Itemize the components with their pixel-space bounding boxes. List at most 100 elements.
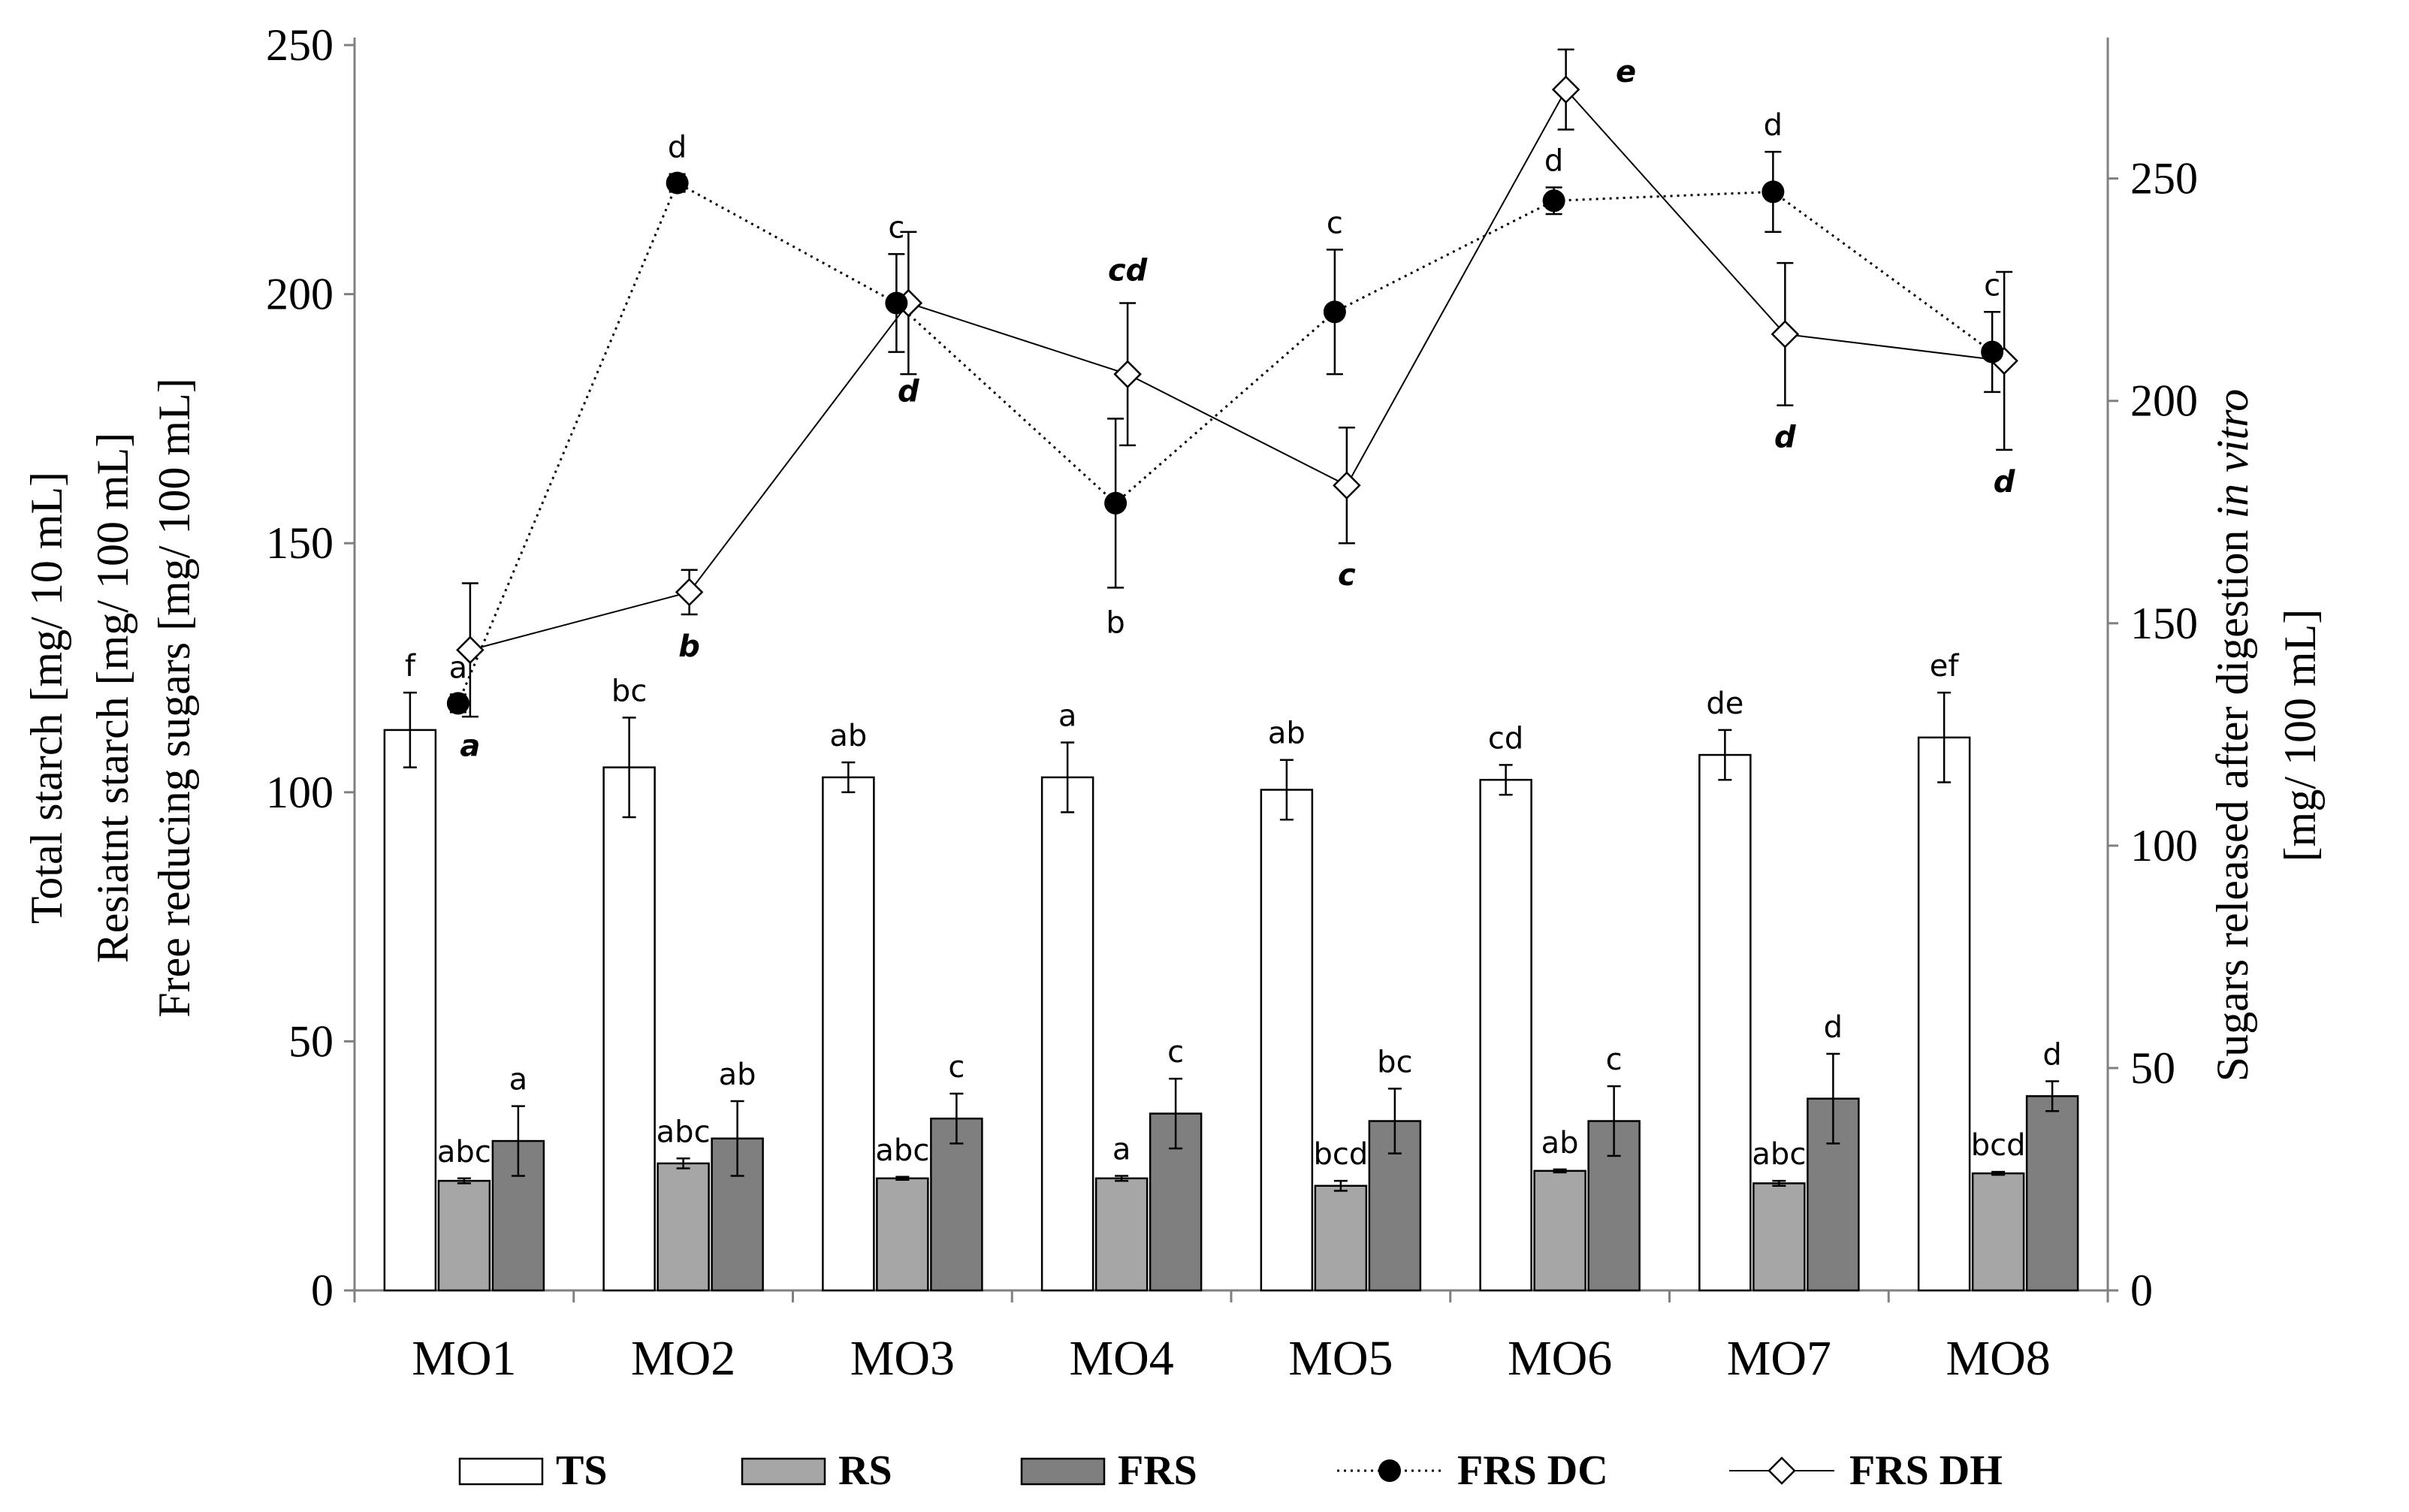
x-tick-label: MO4 bbox=[1069, 1331, 1173, 1386]
dc-sig-label: d bbox=[1764, 108, 1783, 143]
x-tick-label: MO5 bbox=[1288, 1331, 1393, 1386]
legend-marker bbox=[1378, 1459, 1401, 1482]
dc-sig-label: b bbox=[1106, 605, 1125, 640]
bar-sig-label: c bbox=[1606, 1043, 1623, 1077]
dh-point bbox=[1771, 320, 1800, 349]
x-tick-label: MO8 bbox=[1946, 1331, 2050, 1386]
axis-labels: Total starch [mg/ 10 mL] Resiatnt starch … bbox=[22, 378, 2325, 1082]
x-tick-label: MO6 bbox=[1508, 1331, 1612, 1386]
right-tick-label: 100 bbox=[2130, 821, 2198, 871]
right-tick-label: 150 bbox=[2130, 599, 2198, 648]
bar-ts bbox=[822, 776, 875, 1292]
right-tick-label: 0 bbox=[2130, 1266, 2153, 1315]
legend-marker bbox=[1768, 1456, 1796, 1485]
legend-swatch bbox=[1020, 1457, 1106, 1486]
legend-label: TS bbox=[556, 1447, 608, 1494]
bar-rs bbox=[657, 1162, 710, 1292]
dc-point bbox=[1981, 340, 2004, 364]
dh-point bbox=[456, 635, 485, 665]
left-tick-label: 150 bbox=[266, 518, 334, 568]
x-tick-label: MO1 bbox=[412, 1331, 516, 1386]
left-tick-label: 200 bbox=[266, 270, 334, 319]
bar-sig-label: abc bbox=[875, 1133, 929, 1168]
dh-sig-label: a bbox=[460, 729, 480, 763]
dc-point bbox=[666, 171, 689, 195]
legend-swatch bbox=[741, 1457, 826, 1486]
bar-sig-label: a bbox=[509, 1063, 528, 1097]
bar-rs bbox=[1094, 1177, 1149, 1292]
dc-point bbox=[1761, 180, 1785, 204]
dh-sig-label: d bbox=[898, 375, 919, 409]
bar-sig-label: de bbox=[1706, 687, 1743, 721]
bar-ts bbox=[1260, 789, 1314, 1292]
dh-sig-label: b bbox=[678, 629, 700, 664]
dh-point bbox=[1551, 75, 1580, 104]
dh-sig-label: e bbox=[1616, 55, 1636, 89]
dh-sig-label: d bbox=[1774, 421, 1796, 455]
right-axis-title-line: Sugars released after digestion in vitro bbox=[2208, 389, 2257, 1082]
x-tick-label: MO3 bbox=[850, 1331, 955, 1386]
dh-sig-label: cd bbox=[1108, 253, 1148, 288]
dc-sig-label: d bbox=[1544, 143, 1563, 178]
legend: TS RS FRS FRS DC FRS DH bbox=[458, 1447, 2003, 1494]
bar-ts bbox=[1917, 736, 1971, 1292]
dc-sig-label: c bbox=[1327, 206, 1343, 240]
line-frs-dh bbox=[469, 88, 2005, 651]
left-tick-label: 50 bbox=[288, 1016, 334, 1066]
bar-ts bbox=[1040, 776, 1094, 1292]
bar-sig-label: ab bbox=[1268, 717, 1306, 751]
bar-sig-label: bcd bbox=[1313, 1137, 1368, 1172]
dc-sig-label: d bbox=[668, 131, 687, 165]
bar-sig-label: bcd bbox=[1971, 1128, 2026, 1163]
right-tick-label: 50 bbox=[2130, 1043, 2175, 1093]
bar-rs bbox=[1971, 1172, 2025, 1292]
bar-sig-label: bc bbox=[1377, 1045, 1412, 1079]
bar-rs bbox=[1752, 1182, 1806, 1292]
bar-ts bbox=[1698, 753, 1752, 1292]
bar-sig-label: abc bbox=[657, 1115, 711, 1149]
dc-sig-label: c bbox=[888, 210, 904, 245]
dc-sig-label: c bbox=[1984, 268, 2000, 303]
axes: 0 50 100 150 200 250 0 50 100 150 200 250 MO1 MO2 MO3 M… bbox=[266, 20, 2198, 1386]
bar-sig-label: d bbox=[1824, 1010, 1843, 1045]
legend-label: RS bbox=[838, 1447, 892, 1494]
left-axis-title-line: Resiatnt starch [mg/ 100 mL] bbox=[88, 433, 137, 964]
bar-rs bbox=[1314, 1185, 1368, 1292]
left-tick-label: 0 bbox=[311, 1266, 334, 1315]
legend-label: FRS DH bbox=[1849, 1447, 2003, 1494]
dc-point bbox=[1104, 491, 1128, 515]
dc-point bbox=[885, 291, 908, 315]
bar-sig-label: ab bbox=[719, 1058, 756, 1092]
left-tick-label: 100 bbox=[266, 768, 334, 817]
bar-frs bbox=[2025, 1095, 2079, 1292]
line-frs-dc bbox=[457, 181, 1994, 704]
x-tick-label: MO2 bbox=[631, 1331, 735, 1386]
bar-sig-label: ab bbox=[829, 719, 867, 753]
bar-sig-label: cd bbox=[1488, 721, 1523, 756]
bar-sig-label: a bbox=[1112, 1132, 1131, 1166]
bar-frs bbox=[930, 1117, 983, 1292]
dc-sig-label: a bbox=[449, 651, 468, 686]
dh-point bbox=[1333, 471, 1361, 499]
left-axis-title-line: Free reducing sugars [mg/ 100 mL] bbox=[149, 378, 199, 1017]
legend-label: FRS DC bbox=[1457, 1447, 1608, 1494]
bar-sig-label: bc bbox=[611, 674, 647, 708]
bar-rs bbox=[1533, 1169, 1586, 1292]
dc-point bbox=[446, 692, 469, 715]
right-axis-title-part: Sugars released after digestion bbox=[2208, 519, 2257, 1082]
bar-sig-label: ab bbox=[1541, 1126, 1579, 1160]
dh-point bbox=[1113, 360, 1142, 388]
bar-sig-label: c bbox=[948, 1050, 965, 1085]
bar-sig-label: a bbox=[1058, 699, 1077, 733]
dc-point bbox=[1323, 300, 1346, 324]
bar-sig-label: d bbox=[2042, 1037, 2061, 1072]
bar-ts bbox=[383, 729, 437, 1292]
dh-point bbox=[675, 578, 704, 607]
dh-sig-label: c bbox=[1338, 558, 1356, 593]
bar-sig-label: abc bbox=[1752, 1137, 1806, 1172]
bar-ts bbox=[602, 766, 656, 1292]
left-axis-title-line: Total starch [mg/ 10 mL] bbox=[22, 472, 71, 924]
bar-sig-label: f bbox=[405, 649, 416, 684]
bar-sig-label: ef bbox=[1930, 649, 1960, 684]
